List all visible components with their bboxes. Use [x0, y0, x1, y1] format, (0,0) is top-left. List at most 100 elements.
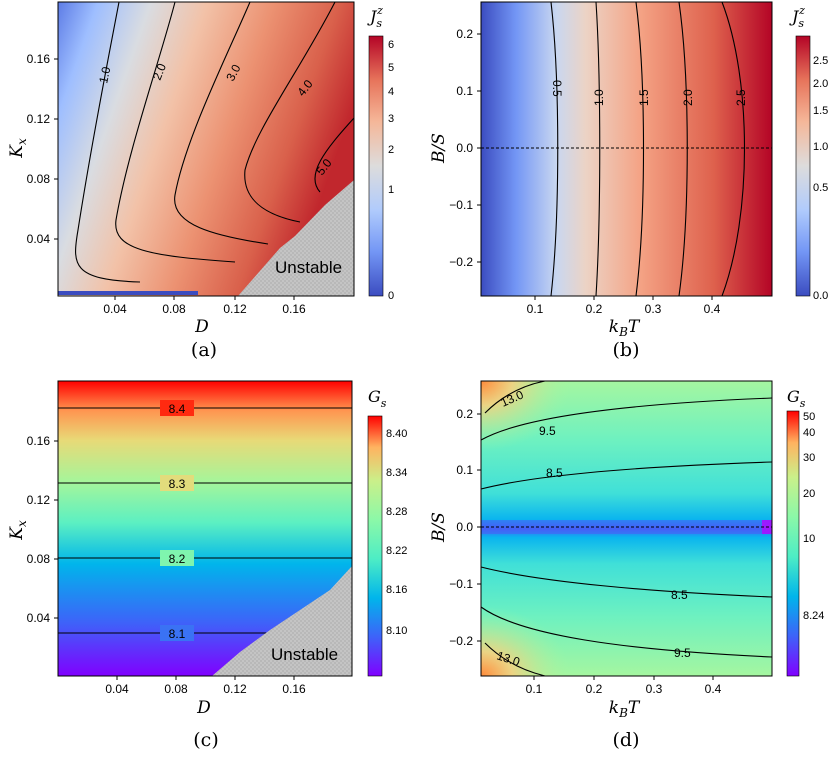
- xtick-d-0: 0.1: [526, 682, 543, 696]
- contour-b-15: [635, 1, 645, 297]
- ytick-d-4: −0.2: [449, 634, 473, 648]
- cbtick-c-2: 8.22: [386, 545, 407, 557]
- ytick-c-2: 0.08: [27, 552, 51, 566]
- contour-label-b-2: 1.0: [592, 89, 606, 106]
- ytick-b-3: −0.1: [449, 198, 473, 212]
- ytick-b-2: 0.0: [456, 141, 473, 155]
- panel-c-colorbar: Gs 8.40 8.34 8.28 8.22 8.16 8.10: [367, 387, 407, 677]
- cbtick-a-0: 0: [388, 290, 394, 302]
- contour-d-85-bot: [480, 566, 773, 598]
- panel-d-xticks: 0.1 0.2 0.3 0.4: [526, 676, 722, 696]
- contour-b-10: [595, 1, 601, 297]
- contour-d-13-top: [484, 380, 546, 414]
- contour-d-85-top: [480, 461, 773, 490]
- xtick-b-2: 0.3: [645, 302, 662, 316]
- ytick-b-4: −0.2: [449, 255, 473, 269]
- panel-c-contour-labels: 8.4 8.3 8.2 8.1: [160, 400, 194, 641]
- xlabel-d-sub: B: [618, 706, 628, 720]
- cbtick-a-6: 6: [388, 39, 394, 51]
- contour-a-5: [314, 117, 355, 193]
- cbtick-c-4: 8.34: [386, 467, 407, 479]
- cbtick-d-5: 50: [803, 411, 815, 423]
- panel-d-caption: (d): [613, 729, 640, 751]
- panel-c-unstable-region: [212, 566, 352, 676]
- ytick-d-2: 0.0: [456, 520, 473, 534]
- panel-b-contours: [550, 1, 746, 297]
- cbtick-a-3: 3: [388, 113, 394, 125]
- contour-label-b-3: 1.5: [637, 89, 651, 106]
- cbtick-a-2: 2: [388, 144, 394, 156]
- contour-a-4: [244, 1, 336, 223]
- panel-c-unstable-label: Unstable: [271, 645, 338, 664]
- panel-d: 13.0 9.5 8.5 8.5 9.5 13.0 0.2 0.1 0.0 −0…: [429, 380, 824, 751]
- panel-d-contour-labels: 13.0 9.5 8.5 8.5 9.5 13.0: [495, 387, 691, 669]
- contour-label-d-2: 9.5: [539, 424, 556, 438]
- cbtick-c-5: 8.40: [386, 428, 407, 440]
- panel-b-heatmap: [481, 2, 772, 296]
- panel-c-xticks: 0.04 0.08 0.12 0.16: [105, 676, 306, 696]
- ylabel-c-sub: x: [15, 520, 29, 527]
- contour-label-b-1: 0.5: [550, 80, 564, 97]
- cbtick-d-1: 10: [803, 533, 815, 545]
- panel-d-ylabel: B/S: [429, 512, 449, 543]
- panel-c: 8.4 8.3 8.2 8.1 Unstable 0.16 0.12 0.08 …: [7, 380, 407, 751]
- ytick-b-0: 0.2: [456, 27, 473, 41]
- cb-b-sup: z: [798, 4, 805, 17]
- ylabel-a-sub: x: [15, 138, 29, 145]
- cbtick-a-4: 4: [388, 86, 394, 98]
- ytick-c-0: 0.16: [27, 434, 51, 448]
- cbtick-c-3: 8.28: [386, 506, 407, 518]
- contour-label-b-4: 2.0: [681, 89, 695, 106]
- panel-b-yticks: 0.2 0.1 0.0 −0.1 −0.2: [449, 27, 481, 269]
- contour-label-c-84: 8.4: [169, 402, 186, 416]
- ylabel-a-main: K: [7, 144, 27, 159]
- xtick-a-0: 0.04: [103, 302, 127, 316]
- cb-a-sup: z: [376, 4, 383, 17]
- ytick-c-3: 0.04: [27, 611, 51, 625]
- cbtick-a-5: 5: [388, 62, 394, 74]
- xlabel-b-main: k: [609, 317, 619, 337]
- panel-a-xticks: 0.04 0.08 0.12 0.16: [103, 296, 306, 316]
- cb-a-main: J: [367, 7, 378, 26]
- svg-text:Jsz: Jsz: [367, 4, 383, 30]
- contour-d-95-top: [480, 397, 773, 441]
- xlabel-d-tail: T: [628, 698, 641, 718]
- xtick-b-0: 0.1: [527, 302, 544, 316]
- panel-a-caption: (a): [191, 339, 217, 361]
- cb-c-main: G: [368, 387, 381, 406]
- xtick-a-1: 0.08: [162, 302, 186, 316]
- panel-a-unstable-region: [238, 180, 354, 296]
- cbtick-c-1: 8.16: [386, 584, 407, 596]
- panel-d-yticks: 0.2 0.1 0.0 −0.1 −0.2: [449, 407, 481, 648]
- xtick-b-3: 0.4: [704, 302, 721, 316]
- cb-a-sub: s: [376, 17, 382, 30]
- panel-b-xticks: 0.1 0.2 0.3 0.4: [527, 296, 721, 316]
- cb-b-sub: s: [798, 17, 804, 30]
- contour-label-d-6: 13.0: [495, 649, 522, 670]
- contour-label-c-83: 8.3: [169, 477, 186, 491]
- ytick-d-3: −0.1: [449, 577, 473, 591]
- xtick-b-1: 0.2: [586, 302, 603, 316]
- cbtick-b-3: 1.5: [813, 105, 828, 117]
- contour-a-3: [174, 1, 269, 245]
- svg-text:Kx: Kx: [7, 138, 29, 159]
- ytick-a-0: 0.16: [27, 52, 51, 66]
- xlabel-b-tail: T: [628, 317, 641, 337]
- panel-a-unstable-label: Unstable: [275, 258, 342, 277]
- ylabel-c-main: K: [7, 526, 27, 541]
- xtick-d-2: 0.3: [646, 682, 663, 696]
- cbtick-d-2: 20: [803, 488, 815, 500]
- svg-text:Gs: Gs: [787, 387, 806, 410]
- xtick-a-2: 0.12: [223, 302, 247, 316]
- panel-c-xlabel: D: [196, 698, 211, 718]
- cbtick-b-5: 2.5: [813, 55, 828, 67]
- contour-label-a-1: 1.0: [96, 65, 113, 85]
- contour-d-13-bot: [484, 642, 546, 677]
- contour-b-05: [550, 1, 559, 297]
- ytick-b-1: 0.1: [456, 84, 473, 98]
- xtick-d-1: 0.2: [586, 682, 603, 696]
- ytick-d-0: 0.2: [456, 407, 473, 421]
- cbtick-b-1: 0.5: [813, 182, 828, 194]
- panel-a: 1.0 2.0 3.0 4.0 5.0 Unstable 0.16 0.12 0…: [7, 1, 394, 361]
